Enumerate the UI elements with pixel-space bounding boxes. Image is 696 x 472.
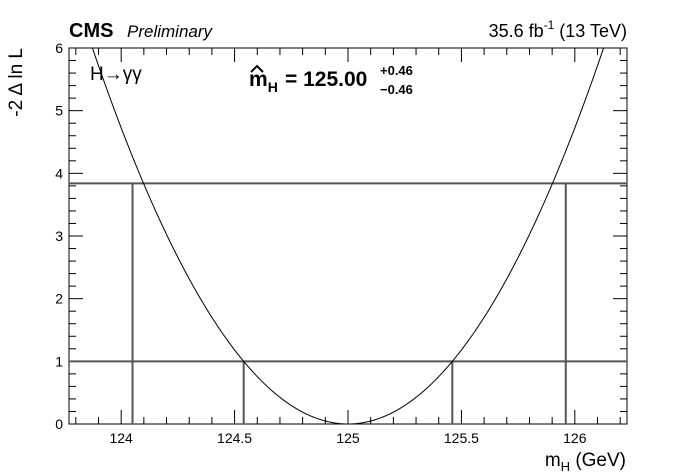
y-tick-label: 4 (55, 165, 63, 181)
process-label: H→γγ (90, 64, 142, 85)
reference-lines (69, 182, 627, 424)
y-tick-label: 3 (55, 228, 63, 244)
y-tick-label: 5 (55, 103, 63, 119)
result-value: = 125.00 (285, 68, 367, 91)
likelihood-curve (91, 48, 605, 424)
error-up: +0.46 (380, 63, 413, 78)
result-symbol: mH (249, 68, 278, 95)
error-down: −0.46 (380, 82, 413, 97)
status-label: Preliminary (127, 22, 214, 41)
experiment-label: CMS (69, 20, 113, 42)
x-tick-label: 125.5 (444, 430, 479, 446)
lumi-label: 35.6 fb-1 (13 TeV) (489, 18, 627, 41)
best-fit-annotation: mH = 125.00 +0.46 −0.46 (249, 63, 413, 97)
x-tick-label: 124.5 (217, 430, 252, 446)
hat-symbol (250, 64, 264, 73)
x-tick-label: 126 (563, 430, 587, 446)
y-tick-label: 6 (55, 40, 63, 56)
x-tick-label: 125 (336, 430, 360, 446)
y-axis-label: -2 Δ ln L (6, 48, 27, 117)
x-tick-label: 124 (109, 430, 133, 446)
x-axis-label: mH (GeV) (545, 450, 626, 472)
plot-frame (68, 47, 628, 425)
y-tick-label: 1 (55, 353, 63, 369)
axis-ticks: 124 124.5 125 125.5 126 0 1 2 3 4 5 6 (55, 40, 627, 446)
y-tick-label: 2 (55, 291, 63, 307)
y-tick-label: 0 (55, 416, 63, 432)
